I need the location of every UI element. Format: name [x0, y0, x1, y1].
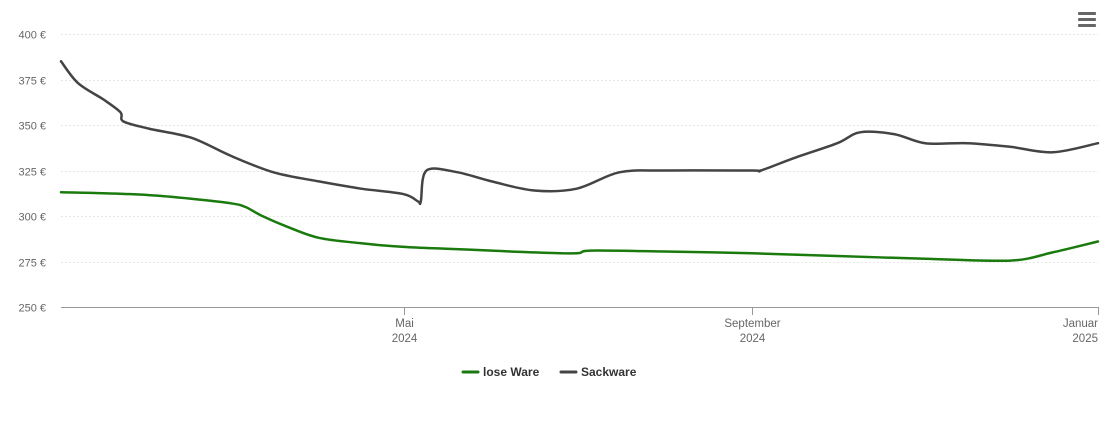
- grid-lines: [61, 34, 1098, 263]
- y-tick-label: 350 €: [18, 121, 46, 133]
- x-axis-labels: Mai 2024 September 2024 Januar 2025: [392, 318, 1098, 345]
- series-lines: [59, 60, 1100, 263]
- y-tick-label: 275 €: [18, 258, 46, 270]
- x-tick-label-month: September: [724, 318, 780, 330]
- y-axis-labels: 250 € 275 € 300 € 325 € 350 € 375 € 400 €: [18, 30, 46, 315]
- legend-item-sackware[interactable]: Sackware: [559, 365, 637, 379]
- x-tick-label-month: Januar: [1063, 318, 1098, 330]
- legend-label: lose Ware: [483, 365, 540, 379]
- x-tick-label-year: 2025: [1072, 333, 1098, 345]
- y-tick-label: 250 €: [18, 303, 46, 315]
- x-tick-label-month: Mai: [395, 318, 414, 330]
- y-tick-label: 300 €: [18, 212, 46, 224]
- y-tick-label: 325 €: [18, 167, 46, 179]
- legend-item-lose-ware[interactable]: lose Ware: [461, 365, 540, 379]
- legend-label: Sackware: [581, 365, 637, 379]
- hamburger-menu-icon[interactable]: [1076, 12, 1098, 32]
- x-tick-label-year: 2024: [392, 333, 418, 345]
- legend: lose Ware Sackware: [461, 365, 637, 379]
- x-axis: [61, 307, 1099, 315]
- series-line-lose-ware[interactable]: [59, 191, 1100, 263]
- y-tick-label: 400 €: [18, 30, 46, 42]
- y-tick-label: 375 €: [18, 76, 46, 88]
- series-line-sackware[interactable]: [59, 60, 1100, 206]
- x-tick-label-year: 2024: [740, 333, 766, 345]
